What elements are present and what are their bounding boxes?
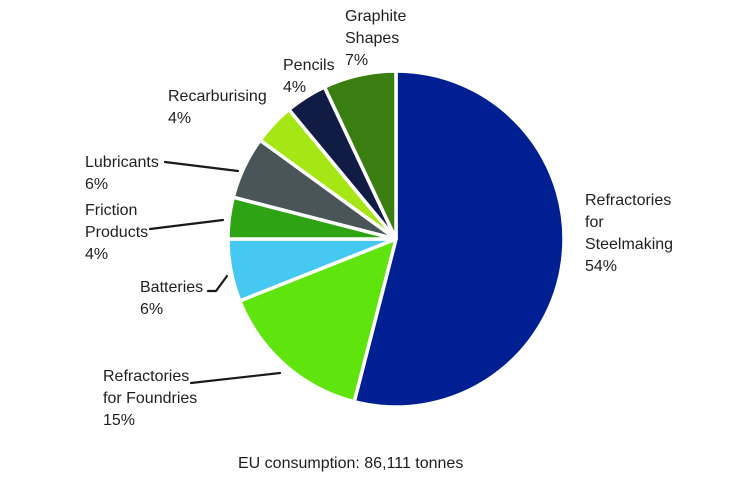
slice-label-line: for	[585, 214, 604, 231]
slice-label-line: for Foundries	[103, 390, 198, 407]
slice-label-pencils: Pencils 4%	[283, 55, 335, 99]
slice-label-recarburising: Recarburising 4%	[168, 86, 267, 130]
leader-line-refractories-for-foundries	[189, 371, 282, 385]
slice-label-line: Batteries	[140, 279, 204, 296]
pie-slice-graphite-shapes	[322, 69, 398, 241]
slice-label-line: 4%	[283, 79, 307, 96]
slice-label-line: Shapes	[345, 30, 400, 47]
slice-label-line: Products	[85, 224, 149, 241]
pie-slice-refractories-for-foundries	[238, 237, 398, 404]
slice-label-line: 15%	[103, 412, 136, 429]
slice-label-refractories-for-steelmaking: Refractories for Steelmaking 54%	[585, 190, 673, 278]
slice-label-refractories-for-foundries: Refractories for Foundries 15%	[103, 366, 197, 432]
slice-label-line: Lubricants	[85, 154, 159, 171]
pie-slice-refractories-for-steelmaking	[352, 69, 566, 409]
leader-line-lubricants	[163, 160, 240, 173]
slice-label-line: 7%	[345, 52, 369, 69]
slice-label-line: Steelmaking	[585, 236, 674, 253]
slice-label-line: Recarburising	[168, 88, 267, 105]
slice-label-friction-products: Friction Products 4%	[85, 200, 148, 266]
leader-line-batteries	[206, 274, 229, 293]
slice-label-graphite-shapes: Graphite Shapes 7%	[345, 6, 406, 72]
slice-label-line: Refractories	[103, 368, 190, 385]
chart-caption: EU consumption: 86,111 tonnes	[238, 455, 464, 472]
slice-label-line: 54%	[585, 258, 618, 275]
slice-label-line: 4%	[168, 110, 192, 127]
slice-label-line: Friction	[85, 202, 138, 219]
slice-label-line: 4%	[85, 246, 109, 263]
slice-label-line: Graphite	[345, 8, 407, 25]
slice-label-line: Pencils	[283, 57, 335, 74]
slice-label-lubricants: Lubricants 6%	[85, 152, 159, 196]
slice-label-line: 6%	[85, 176, 109, 193]
slice-label-line: 6%	[140, 301, 164, 318]
leader-line-friction-products	[148, 218, 225, 231]
slice-label-batteries: Batteries 6%	[140, 277, 203, 321]
slice-label-line: Refractories	[585, 192, 672, 209]
